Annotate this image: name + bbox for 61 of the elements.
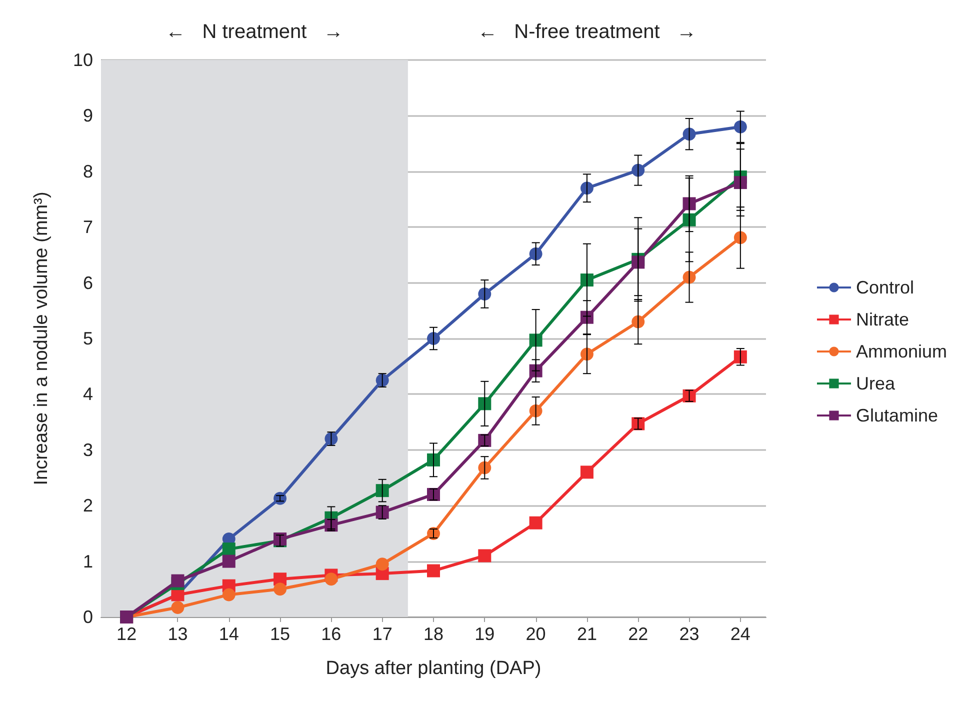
x-tick-label: 14 bbox=[218, 624, 239, 644]
x-tick-label: 21 bbox=[576, 624, 597, 644]
point bbox=[682, 197, 696, 210]
y-tick-label: 0 bbox=[82, 607, 93, 627]
legend-label: Control bbox=[856, 278, 914, 298]
legend-label: Nitrate bbox=[856, 310, 909, 330]
x-tick-label: 20 bbox=[526, 624, 546, 644]
legend-label: Glutamine bbox=[856, 406, 938, 426]
x-tick-label: 19 bbox=[474, 624, 495, 644]
x-tick-label: 12 bbox=[116, 624, 137, 644]
point bbox=[376, 484, 389, 498]
point bbox=[222, 554, 236, 568]
text: ← N treatment → bbox=[166, 21, 344, 43]
point bbox=[478, 287, 492, 300]
y-tick-label: 9 bbox=[82, 106, 93, 126]
point bbox=[580, 274, 594, 287]
point bbox=[171, 574, 184, 588]
point bbox=[478, 397, 492, 410]
x-tick-label: 22 bbox=[628, 624, 648, 644]
y-axis-title: Increase in a nodule volume (mm³) bbox=[31, 192, 52, 486]
x-tick-label: 23 bbox=[679, 624, 700, 644]
y-tick-label: 6 bbox=[82, 272, 93, 293]
point bbox=[324, 572, 338, 586]
y-tick-label: 1 bbox=[82, 551, 93, 572]
point bbox=[222, 588, 236, 602]
point bbox=[427, 332, 440, 345]
point bbox=[529, 516, 542, 530]
point bbox=[734, 350, 747, 364]
point bbox=[274, 582, 287, 596]
y-tick-label: 2 bbox=[82, 496, 93, 516]
point bbox=[222, 542, 236, 556]
y-tick-label: 5 bbox=[82, 328, 93, 348]
point bbox=[580, 466, 594, 479]
point bbox=[478, 549, 492, 562]
y-tick-label: 10 bbox=[72, 50, 93, 70]
point bbox=[632, 315, 645, 328]
x-axis-title: Days after planting (DAP) bbox=[326, 658, 542, 679]
x-tick-label: 24 bbox=[730, 624, 750, 644]
legend-label: Urea bbox=[856, 374, 896, 394]
y-tick-label: 4 bbox=[82, 384, 93, 404]
point bbox=[171, 601, 184, 614]
point bbox=[734, 176, 747, 190]
point bbox=[580, 348, 594, 361]
point bbox=[632, 256, 645, 269]
point bbox=[529, 334, 542, 347]
x-tick-label: 15 bbox=[270, 624, 290, 644]
point bbox=[682, 213, 696, 226]
point bbox=[427, 564, 440, 578]
y-tick-label: 8 bbox=[82, 161, 93, 182]
point bbox=[580, 182, 594, 195]
legend-label: Ammonium bbox=[856, 342, 948, 362]
point bbox=[376, 558, 389, 571]
x-tick-label: 16 bbox=[321, 624, 342, 644]
x-tick-label: 18 bbox=[423, 624, 444, 644]
y-tick-label: 7 bbox=[82, 217, 93, 238]
x-tick-label: 17 bbox=[372, 624, 392, 644]
y-tick-label: 3 bbox=[82, 440, 93, 460]
text: ← N-free treatment → bbox=[477, 21, 696, 43]
point bbox=[427, 453, 440, 466]
x-tick-label: 13 bbox=[168, 624, 188, 644]
point bbox=[632, 164, 645, 177]
